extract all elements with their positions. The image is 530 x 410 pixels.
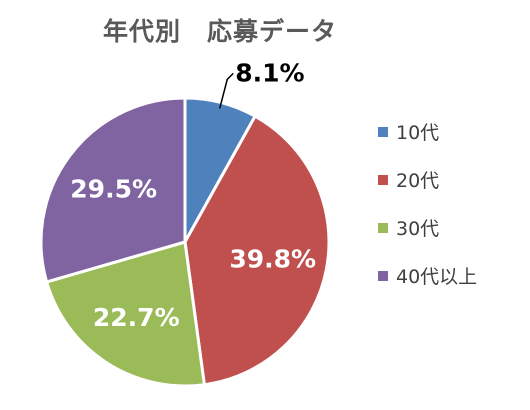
legend-swatch-4 [378, 271, 388, 281]
pie-slice-3 [45, 240, 206, 388]
legend-swatch-2 [378, 175, 388, 185]
legend-swatch-1 [378, 127, 388, 137]
data-label-1: 8.1% [235, 58, 304, 87]
legend-label-2: 20代 [396, 170, 439, 192]
data-label-2: 39.8% [229, 245, 316, 274]
legend-swatch-3 [378, 223, 388, 233]
leader-line-1 [218, 72, 234, 109]
pie-slices [39, 96, 331, 388]
legend-label-3: 30代 [396, 218, 439, 240]
pie-slice-4 [39, 96, 187, 284]
data-label-3: 22.7% [93, 303, 180, 332]
legend-label-4: 40代以上 [396, 266, 477, 288]
legend: 10代 20代 30代 40代以上 [378, 122, 477, 288]
data-labels: 8.1% 39.8% 22.7% 29.5% [70, 58, 316, 331]
pie-slice-2 [183, 114, 331, 387]
chart-title: 年代別 応募データ [103, 17, 337, 46]
legend-label-1: 10代 [396, 122, 439, 144]
data-label-4: 29.5% [70, 174, 157, 203]
